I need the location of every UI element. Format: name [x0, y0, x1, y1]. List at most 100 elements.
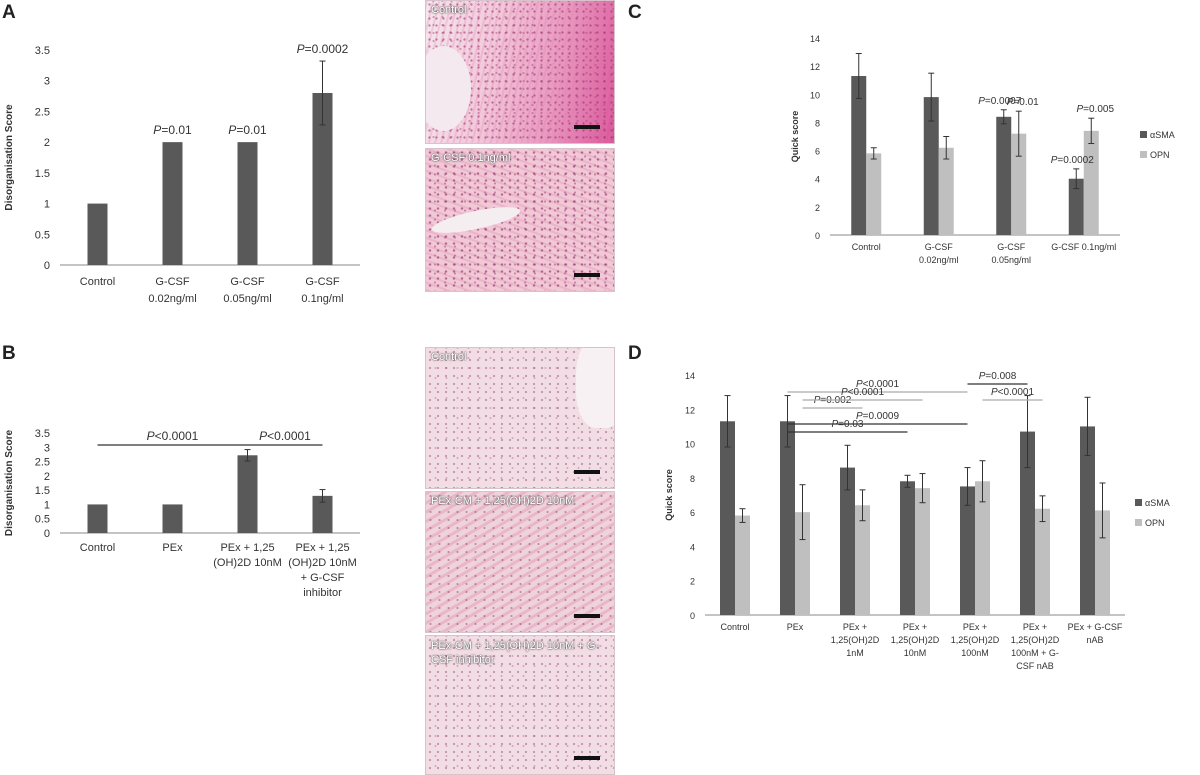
x-category-label: PEx + 1,25: [220, 542, 274, 554]
x-category-label: PEx +: [1023, 622, 1047, 632]
vessel-lumen: [576, 348, 614, 428]
bar: [312, 495, 333, 533]
x-category-label: PEx: [787, 622, 804, 632]
bar: [720, 421, 735, 615]
y-tick-label: 3.5: [35, 45, 50, 57]
y-tick-label: 8: [815, 118, 820, 128]
y-axis-label: Disorganisation Score: [4, 429, 15, 536]
p-value-label: P=0.005: [1076, 104, 1114, 115]
y-tick-label: 2: [44, 471, 50, 483]
bar: [1080, 426, 1095, 615]
panel-label-c: C: [628, 2, 642, 23]
x-category-label: PEx: [162, 542, 183, 554]
x-category-label: G-CSF: [305, 276, 340, 288]
bar: [1035, 508, 1050, 615]
bar: [87, 203, 108, 265]
legend-label: OPN: [1145, 518, 1165, 528]
micrograph-caption: Control: [431, 351, 467, 363]
p-value-label: P=0.0007: [978, 96, 1022, 107]
x-category-label: 10nM: [904, 648, 927, 658]
p-value-label: P=0.01: [1007, 97, 1039, 108]
legend-label: αSMA: [1145, 498, 1170, 508]
vessel-lumen: [426, 46, 471, 131]
y-tick-label: 0: [690, 611, 695, 621]
micrograph-b-pex-cm-inhibitor: PEx-CM + 1,25(OH)2D 10nM + G-CSF inhibit…: [425, 635, 615, 775]
y-tick-label: 2.5: [35, 457, 50, 469]
x-category-label: PEx +: [843, 622, 867, 632]
bar: [162, 142, 183, 265]
x-category-label: G-CSF: [997, 242, 1026, 252]
x-category-label: (OH)2D 10nM: [288, 557, 356, 569]
bar: [960, 486, 975, 615]
x-category-label: Control: [852, 242, 881, 252]
x-category-label: 1,25(OH)2D: [1011, 635, 1060, 645]
p-value-label: P<0.0001: [259, 429, 311, 443]
bar: [1068, 178, 1084, 235]
x-category-label: inhibitor: [303, 587, 342, 599]
bar: [1095, 510, 1110, 615]
p-value-label: P=0.03: [832, 419, 864, 430]
y-tick-label: 0: [815, 231, 820, 241]
micrograph-caption: G-CSF 0.1ng/ml: [431, 152, 511, 164]
y-axis-label: Quick score: [664, 469, 674, 521]
panel-label-a: A: [2, 2, 16, 23]
p-value-label: P<0.0001: [147, 429, 199, 443]
chart-b-disorganisation: 0 0.5 1 1.5 2 2.5 3 3.5 Disorganisation Score Con…: [4, 428, 360, 599]
y-tick-label: 1.5: [35, 168, 50, 180]
x-category-label: 1,25(OH)2D: [951, 635, 1000, 645]
y-axis-label: Quick score: [790, 111, 800, 163]
bar: [851, 75, 867, 235]
legend-label: OPN: [1150, 150, 1170, 160]
y-tick-label: 6: [690, 508, 695, 518]
bar: [780, 421, 795, 615]
bar: [840, 467, 855, 615]
y-tick-label: 14: [810, 34, 820, 44]
y-tick-label: 0: [44, 260, 50, 272]
x-category-label: 0.02ng/ml: [919, 255, 959, 265]
micrograph-b-control: Control: [425, 347, 615, 489]
x-category-label: 0.02ng/ml: [148, 293, 196, 305]
vessel-lumen: [430, 201, 522, 239]
bar: [237, 142, 258, 265]
y-tick-label: 1.5: [35, 485, 50, 497]
legend-label: αSMA: [1150, 130, 1175, 140]
p-value-label: P=0.0002: [1051, 155, 1095, 166]
bar: [735, 515, 750, 615]
y-tick-label: 3: [44, 76, 50, 88]
bar: [1020, 431, 1035, 615]
y-tick-label: 4: [815, 175, 820, 185]
bar: [923, 97, 939, 235]
y-tick-label: 1: [44, 499, 50, 511]
legend-swatch: [1135, 519, 1142, 526]
x-category-label: Control: [80, 542, 115, 554]
p-value-label: P=0.01: [228, 123, 267, 137]
y-axis-label: Disorganisation Score: [4, 104, 15, 211]
p-value-label: P<0.0001: [856, 379, 900, 390]
x-category-label: PEx + G-CSF: [1068, 622, 1123, 632]
micrograph-caption: PEx-CM + 1,25(OH)2D 10nM: [431, 495, 575, 507]
micrograph-a-gcsf: G-CSF 0.1ng/ml: [425, 148, 615, 292]
y-tick-label: 10: [685, 440, 695, 450]
bar: [1011, 133, 1027, 235]
y-tick-label: 6: [815, 147, 820, 157]
bar: [795, 512, 810, 615]
y-tick-label: 0.5: [35, 514, 50, 526]
y-tick-label: 12: [685, 405, 695, 415]
x-category-label: G-CSF: [925, 242, 954, 252]
x-category-label: PEx +: [903, 622, 927, 632]
y-tick-label: 2: [44, 137, 50, 149]
y-tick-label: 3.5: [35, 428, 50, 440]
y-tick-label: 8: [690, 474, 695, 484]
chart-c-quick-score: 0 2 4 6 8 10 12 14 Quick score Control G-CSF 0.02ng…: [790, 34, 1175, 265]
bar: [915, 488, 930, 615]
bar: [866, 153, 882, 235]
bar: [855, 505, 870, 615]
x-category-label: + G-CSF: [301, 572, 345, 584]
p-value-label: P<0.0001: [991, 387, 1035, 398]
p-value-label: P=0.008: [979, 371, 1017, 382]
scale-bar: [574, 125, 600, 129]
x-category-label: PEx +: [963, 622, 987, 632]
y-tick-label: 2: [690, 577, 695, 587]
micrograph-a-control: Control: [425, 0, 615, 144]
x-category-label: PEx + 1,25: [295, 542, 349, 554]
